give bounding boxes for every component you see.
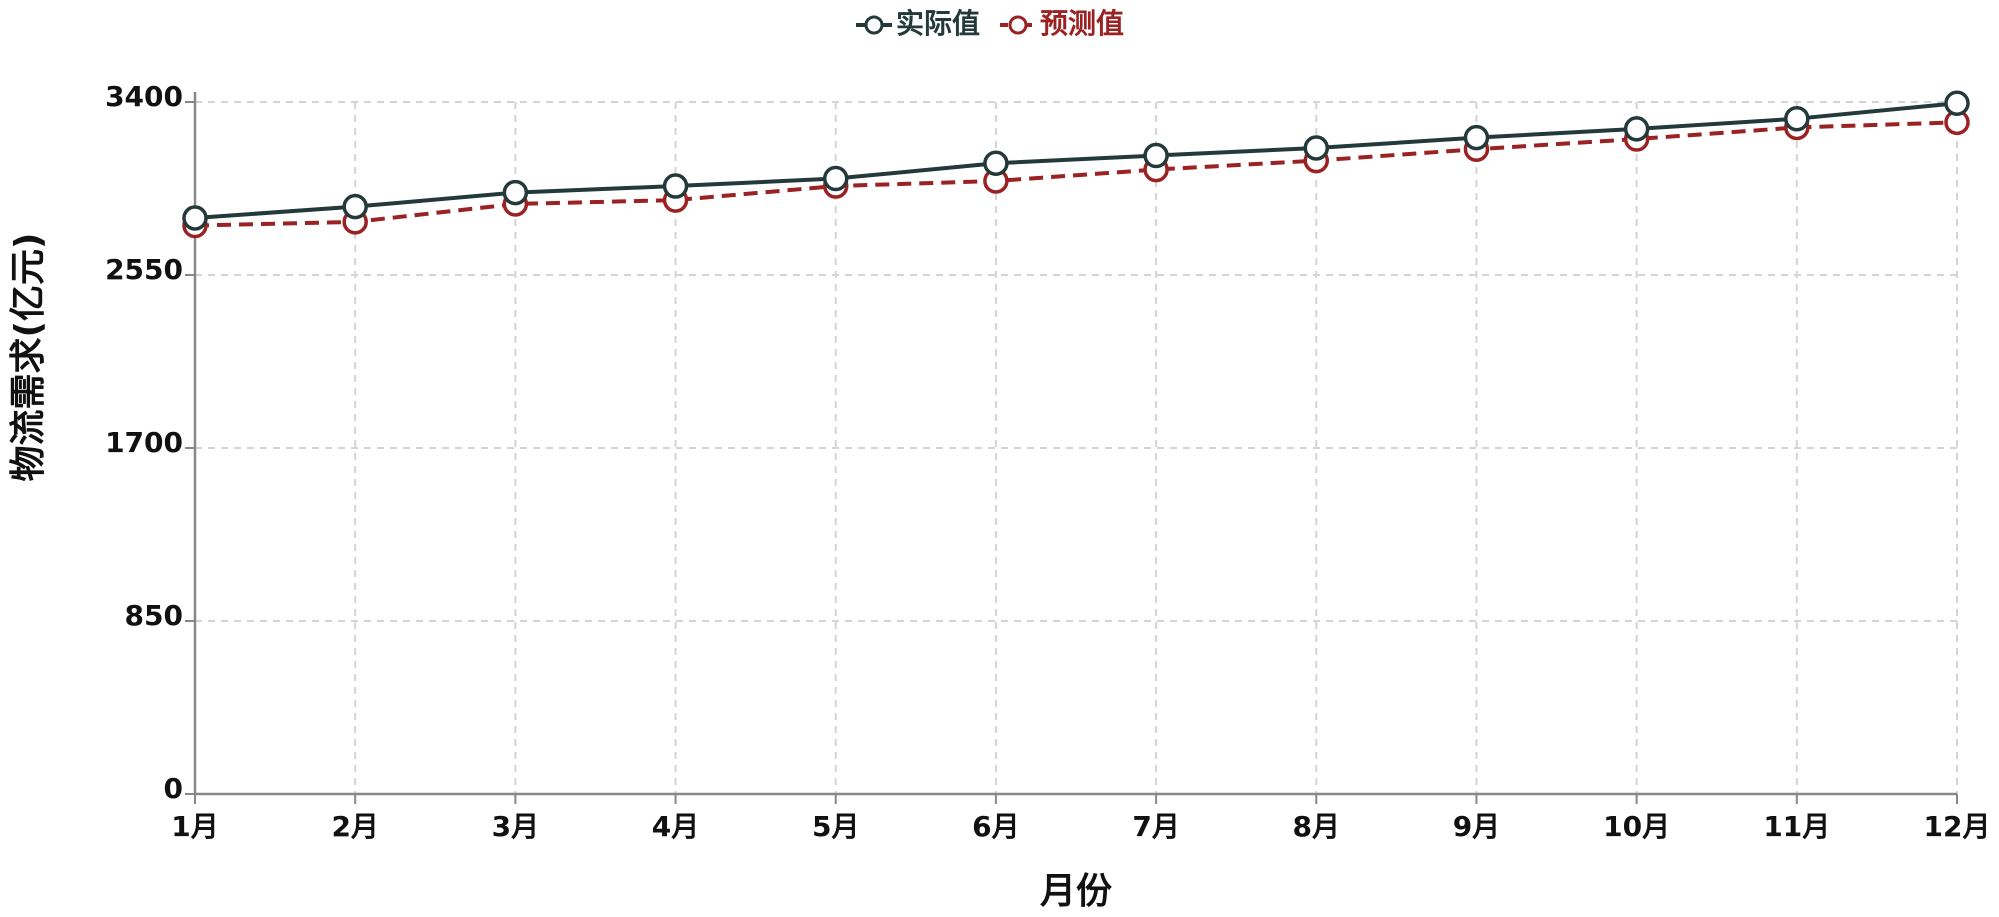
- point: [822, 165, 849, 192]
- point: [1463, 124, 1490, 151]
- point: [1143, 142, 1169, 169]
- point: [1784, 105, 1810, 132]
- x-tick-label: 4月: [652, 810, 699, 843]
- point: [342, 193, 368, 220]
- y-tick-label: 2550: [105, 253, 183, 286]
- x-tick-label: 12月: [1924, 810, 1991, 843]
- point: [502, 179, 529, 206]
- point: [1623, 116, 1650, 142]
- legend-marker: [1008, 15, 1028, 35]
- legend-marker: [864, 15, 884, 35]
- x-tick-label: 10月: [1603, 810, 1670, 843]
- x-tick-label: 9月: [1453, 810, 1500, 843]
- x-tick-label: 6月: [972, 810, 1019, 843]
- x-axis-title: 月份: [1040, 871, 1112, 912]
- series-line: [194, 120, 1958, 228]
- legend-label: 实际值: [896, 7, 980, 40]
- y-tick-label: 850: [125, 599, 183, 632]
- point: [662, 173, 689, 199]
- y-axis-title: 物流需求(亿元): [8, 233, 49, 482]
- point: [1303, 135, 1330, 161]
- x-tick-label: 1月: [171, 810, 218, 843]
- x-tick-label: 11月: [1763, 810, 1830, 843]
- y-tick-label: 3400: [105, 80, 183, 113]
- point: [182, 205, 208, 231]
- x-tick-label: 3月: [492, 810, 539, 843]
- series-line: [194, 101, 1958, 221]
- x-tick-label: 5月: [812, 810, 859, 843]
- point: [1944, 90, 1970, 116]
- point: [983, 150, 1009, 177]
- x-tick-label: 8月: [1293, 810, 1340, 843]
- y-tick-label: 0: [164, 772, 183, 805]
- x-tick-label: 7月: [1132, 810, 1179, 843]
- legend-label: 预测值: [1040, 7, 1124, 40]
- y-tick-label: 1700: [105, 426, 183, 459]
- x-tick-label: 2月: [331, 810, 378, 843]
